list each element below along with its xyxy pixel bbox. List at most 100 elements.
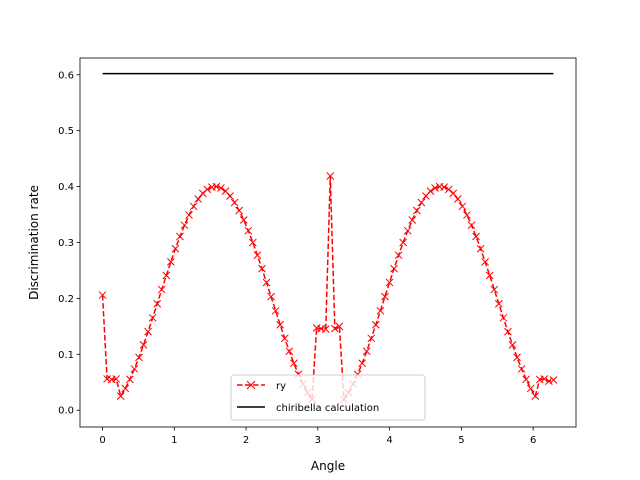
data-point — [157, 285, 166, 294]
y-tick-label: 0.4 — [58, 182, 74, 193]
data-point — [153, 299, 162, 308]
data-point — [226, 192, 234, 200]
y-tick-label: 0.1 — [58, 350, 74, 361]
x-axis-label: Angle — [311, 459, 345, 473]
data-point — [540, 375, 549, 383]
data-point — [376, 306, 385, 315]
x-tick-label: 3 — [315, 435, 321, 446]
data-point — [385, 278, 394, 287]
data-point — [116, 392, 125, 400]
data-point — [330, 324, 339, 333]
data-point — [412, 206, 421, 215]
x-tick-label: 4 — [386, 435, 392, 446]
y-tick-label: 0.6 — [58, 70, 74, 81]
data-point — [463, 211, 471, 219]
data-point — [362, 347, 371, 356]
data-point — [490, 285, 499, 294]
x-tick-label: 0 — [99, 435, 105, 446]
data-point — [112, 375, 121, 383]
data-point — [212, 182, 221, 191]
data-point — [276, 320, 285, 329]
data-point — [522, 375, 531, 384]
data-point — [171, 244, 180, 253]
data-point — [185, 211, 193, 219]
plot-area — [80, 58, 576, 427]
data-point — [189, 202, 198, 211]
data-point — [399, 238, 408, 247]
data-point — [485, 271, 494, 280]
data-point — [135, 353, 143, 362]
data-point — [253, 251, 262, 260]
data-point — [335, 322, 344, 331]
data-point — [235, 206, 244, 215]
data-point — [390, 264, 398, 273]
data-point — [271, 306, 280, 315]
data-point — [258, 264, 266, 273]
x-tick-label: 5 — [458, 435, 464, 446]
data-point — [244, 226, 253, 235]
data-point — [326, 172, 335, 180]
y-tick-label: 0.3 — [58, 238, 74, 249]
data-point — [476, 244, 485, 253]
data-point — [130, 365, 139, 373]
y-tick-label: 0.2 — [58, 294, 74, 305]
data-point — [239, 216, 248, 224]
data-point — [167, 257, 175, 266]
legend-box — [230, 374, 426, 421]
data-point — [358, 359, 367, 368]
data-point — [371, 320, 380, 329]
data-point — [513, 353, 521, 362]
data-point — [217, 184, 225, 192]
data-point — [403, 226, 412, 235]
x-axis-ticks: 0 1 2 3 4 5 6 — [99, 427, 536, 446]
data-point — [148, 313, 157, 322]
data-point — [126, 375, 134, 384]
x-tick-label: 6 — [530, 435, 536, 446]
x-tick-label: 2 — [243, 435, 249, 446]
data-point — [499, 313, 508, 322]
data-point — [121, 384, 130, 393]
data-point — [504, 327, 512, 336]
data-point — [449, 189, 458, 198]
data-point — [545, 377, 553, 386]
data-point — [508, 341, 517, 349]
data-point — [526, 384, 535, 393]
data-point — [517, 365, 526, 373]
data-point — [467, 221, 476, 230]
data-point — [248, 238, 257, 247]
data-point — [321, 325, 330, 334]
data-point — [367, 334, 376, 343]
y-axis-label: Discrimination rate — [27, 185, 41, 300]
data-point — [381, 292, 389, 301]
data-point — [267, 292, 275, 301]
data-point — [262, 278, 271, 287]
data-point — [440, 183, 449, 191]
series-ry — [98, 172, 558, 404]
data-point — [139, 341, 148, 349]
y-tick-label: 0.5 — [58, 126, 74, 137]
legend: ry chiribella calculation — [230, 374, 426, 421]
data-point — [162, 271, 171, 280]
data-point — [431, 184, 439, 192]
data-point — [417, 198, 426, 207]
data-point — [280, 334, 289, 343]
data-point — [176, 232, 184, 241]
x-tick-label: 1 — [171, 435, 177, 446]
y-tick-label: 0.0 — [58, 406, 74, 417]
legend-chiribella-label: chiribella calculation — [276, 403, 379, 414]
legend-ry-label: ry — [276, 381, 286, 392]
data-point — [549, 376, 558, 384]
data-point — [458, 202, 467, 211]
data-point — [194, 195, 203, 203]
data-point — [230, 198, 239, 207]
data-point — [408, 216, 417, 224]
data-layer — [98, 72, 558, 404]
y-axis-ticks: 0.0 0.1 0.2 0.3 0.4 0.5 0.6 — [58, 70, 80, 417]
data-point — [531, 392, 540, 400]
data-point — [494, 299, 503, 308]
data-point — [289, 359, 298, 368]
data-point — [472, 232, 480, 241]
data-point — [144, 327, 152, 336]
series-line — [101, 175, 554, 402]
data-point — [481, 257, 490, 266]
